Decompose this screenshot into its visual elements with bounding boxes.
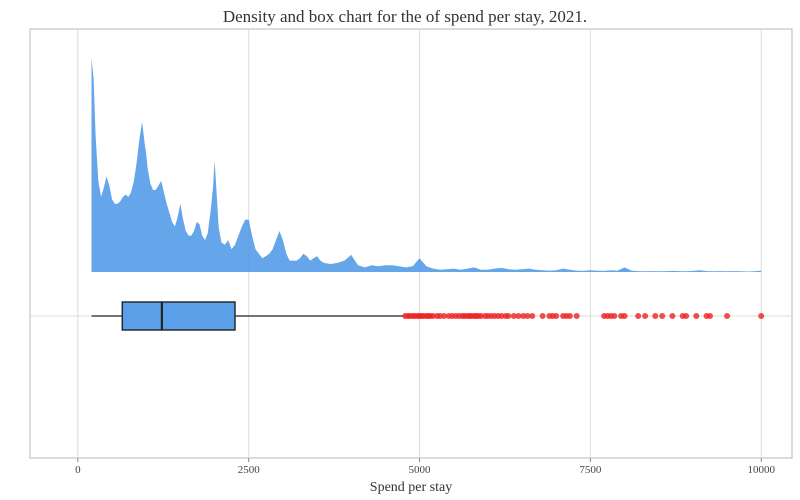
outlier-points bbox=[402, 313, 765, 319]
outlier-point-55 bbox=[621, 313, 628, 319]
outlier-point-34 bbox=[498, 313, 505, 319]
outlier-point-60 bbox=[669, 313, 676, 319]
density-area bbox=[91, 58, 762, 272]
outlier-point-15 bbox=[441, 313, 448, 319]
outlier-point-63 bbox=[693, 313, 700, 319]
outlier-point-65 bbox=[707, 313, 713, 319]
x-tick-label-2: 5000 bbox=[409, 464, 432, 476]
outlier-point-14 bbox=[437, 313, 443, 319]
outlier-point-53 bbox=[611, 313, 618, 319]
outlier-point-39 bbox=[520, 313, 527, 319]
outlier-point-42 bbox=[539, 313, 546, 319]
outlier-point-56 bbox=[635, 313, 642, 319]
x-tick-label-3: 7500 bbox=[579, 464, 602, 476]
outlier-point-62 bbox=[683, 313, 690, 319]
box-plot bbox=[91, 301, 405, 331]
outlier-point-37 bbox=[510, 313, 517, 319]
outlier-point-40 bbox=[524, 313, 531, 319]
x-axis-ticks: 0 2500 5000 7500 10000 bbox=[75, 458, 775, 476]
outlier-point-59 bbox=[659, 313, 666, 319]
outlier-point-45 bbox=[553, 313, 560, 319]
outlier-point-67 bbox=[758, 313, 765, 319]
outlier-point-12 bbox=[430, 313, 437, 319]
outlier-point-58 bbox=[652, 313, 659, 319]
outlier-point-66 bbox=[724, 313, 731, 319]
outlier-point-41 bbox=[529, 313, 536, 319]
x-axis-label: Spend per stay bbox=[370, 480, 452, 495]
chart-title: Density and box chart for the of spend p… bbox=[223, 7, 587, 26]
box-iqr bbox=[121, 301, 236, 331]
x-tick-label-4: 10000 bbox=[747, 464, 775, 476]
outlier-point-57 bbox=[642, 313, 649, 319]
outlier-point-36 bbox=[505, 313, 512, 319]
outlier-point-48 bbox=[566, 313, 573, 319]
outlier-point-28 bbox=[478, 313, 484, 319]
x-tick-label-0: 0 bbox=[75, 464, 81, 476]
outlier-point-49 bbox=[573, 313, 580, 319]
outlier-point-38 bbox=[515, 313, 522, 319]
x-tick-label-1: 2500 bbox=[238, 464, 261, 476]
